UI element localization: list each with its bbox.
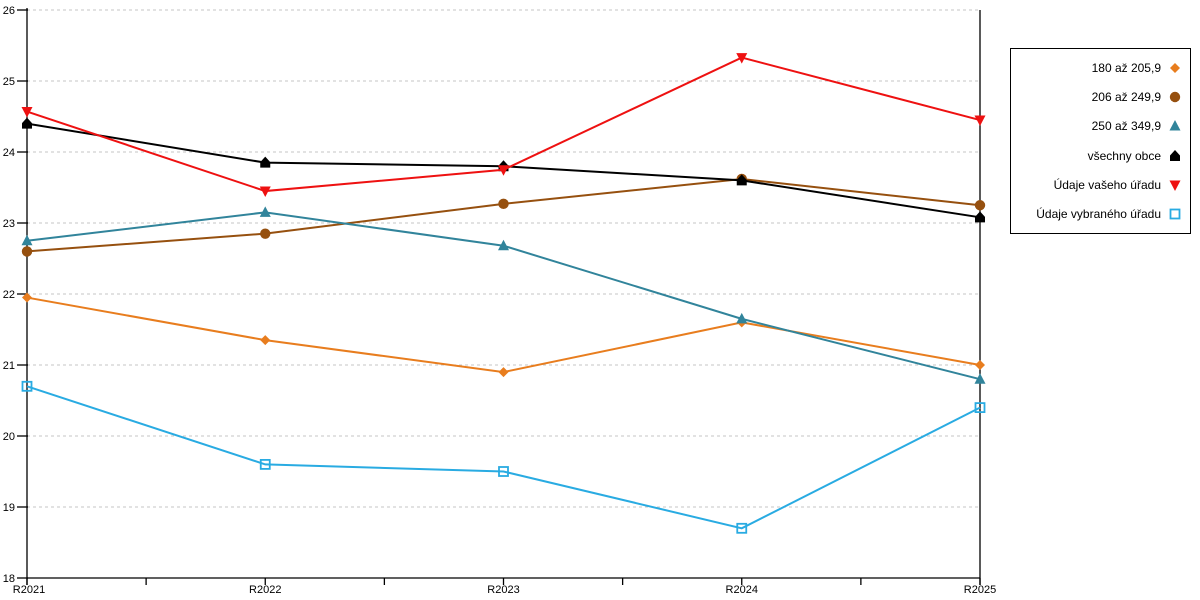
x-axis-tick-label: R2021: [13, 584, 45, 596]
legend-item: 206 až 249,9: [1011, 84, 1190, 110]
data-point-marker: [974, 373, 986, 384]
legend-item: Údaje vašeho úřadu: [1011, 172, 1190, 198]
legend-item: 250 až 349,9: [1011, 113, 1190, 139]
data-point-marker: [974, 402, 986, 414]
data-point-marker: [974, 200, 986, 211]
legend-item-label: 250 až 349,9: [1091, 119, 1161, 134]
data-point-marker: [259, 458, 271, 470]
data-point-marker: [498, 466, 509, 477]
data-point-marker: [498, 198, 509, 210]
legend-item-label: všechny obce: [1087, 148, 1161, 163]
data-point-marker: [259, 206, 271, 217]
data-point-marker: [498, 165, 509, 176]
y-axis-tick-label: 26: [3, 5, 15, 17]
y-axis-tick-label: 24: [3, 147, 15, 159]
circle-legend-icon: [1169, 91, 1181, 103]
data-point-marker: [260, 228, 271, 239]
data-point-marker: [975, 360, 985, 370]
legend-item: Údaje vybraného úřadu: [1011, 201, 1190, 227]
x-axis-tick-label: R2024: [726, 584, 758, 596]
series-line-6: [26, 385, 981, 530]
triangle-down-legend-icon: [1169, 180, 1181, 191]
circle-legend-icon: [1169, 91, 1181, 103]
y-axis-tick-label: 21: [3, 360, 15, 372]
data-point-marker: [21, 380, 33, 392]
legend-item: všechny obce: [1011, 143, 1190, 169]
data-point-marker: [736, 312, 748, 324]
triangle-down-legend-icon: [1169, 180, 1181, 191]
series-line-1: [26, 296, 981, 374]
data-point-marker: [736, 174, 747, 186]
y-axis-tick-label: 19: [3, 502, 15, 514]
data-point-marker: [21, 234, 33, 246]
legend-item-label: 180 až 205,9: [1091, 60, 1161, 75]
data-point-marker: [260, 335, 271, 346]
y-axis-tick-label: 22: [3, 289, 15, 301]
legend-item: 180 až 205,9: [1011, 55, 1190, 81]
y-axis-tick-label: 23: [3, 218, 15, 230]
x-axis-tick-label: R2023: [487, 584, 519, 596]
data-point-marker: [22, 117, 32, 129]
data-point-marker: [259, 186, 271, 198]
pentagon-legend-icon: [1170, 149, 1180, 161]
x-axis-tick-label: R2022: [249, 584, 281, 596]
y-axis-tick-label: 18: [3, 573, 15, 585]
data-point-marker: [498, 239, 509, 251]
data-point-marker: [736, 53, 748, 64]
chart-legend: 180 až 205,9 206 až 249,9 250 až 349,9 všec…: [1010, 48, 1191, 234]
x-axis-tick-label: R2025: [964, 584, 996, 596]
square-open-legend-icon: [1169, 208, 1181, 220]
data-point-marker: [22, 292, 32, 303]
data-point-marker: [736, 522, 748, 534]
y-axis-tick-label: 20: [3, 431, 15, 443]
legend-item-label: Údaje vašeho úřadu: [1053, 177, 1161, 192]
diamond-legend-icon: [1170, 62, 1180, 73]
data-point-marker: [498, 367, 509, 378]
triangle-up-legend-icon: [1169, 120, 1181, 131]
square-open-legend-icon: [1169, 208, 1181, 220]
data-point-marker: [260, 156, 271, 168]
data-point-marker: [974, 115, 986, 127]
triangle-up-legend-icon: [1169, 120, 1181, 131]
data-point-marker: [975, 211, 985, 223]
pentagon-legend-icon: [1170, 149, 1180, 161]
data-point-marker: [21, 107, 33, 118]
series-line-3: [26, 211, 981, 381]
diamond-legend-icon: [1170, 62, 1180, 73]
legend-item-label: Údaje vybraného úřadu: [1036, 207, 1161, 222]
y-axis-tick-label: 25: [3, 76, 15, 88]
data-point-marker: [21, 246, 33, 257]
legend-item-label: 206 až 249,9: [1091, 89, 1161, 104]
